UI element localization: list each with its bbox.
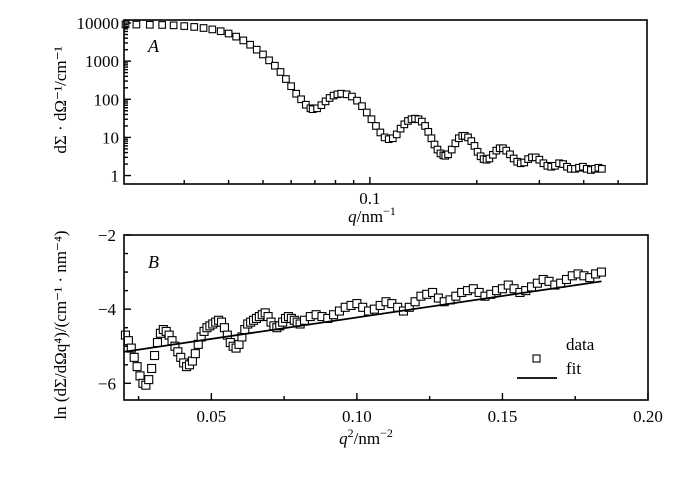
panel-b-data-point: [152, 337, 163, 348]
panel-b-xtick-label: 0.20: [633, 407, 663, 426]
panel-b-data-point: [428, 287, 438, 298]
panel-a-data-point: [424, 127, 433, 136]
panel-a-data-point: [358, 102, 366, 111]
panel-b-xlabel-sup: 2: [348, 426, 354, 440]
panel-a-data-point: [259, 50, 267, 59]
panel-a-label: A: [147, 36, 160, 56]
panel-a-data-point: [348, 92, 356, 101]
panel-a-xlabel: q/nm−1: [348, 204, 396, 226]
panel-a-data-point: [246, 40, 255, 49]
panel-b-data-point: [144, 375, 154, 385]
panel-a-data-point: [190, 23, 199, 31]
panel-b-data-point: [126, 343, 136, 353]
panel-a-data-point: [276, 68, 285, 76]
panel-b-ytick-label: −6: [98, 374, 116, 393]
panel-b-fit-line: [123, 280, 602, 353]
panel-a-data-point: [297, 95, 305, 104]
legend: data fit: [517, 335, 595, 379]
panel-a-xlabel-unit: /nm: [357, 207, 383, 226]
panel-a-ytick-label: 10000: [77, 14, 120, 33]
panel-a-ytick-label: 1: [111, 167, 120, 186]
panel-a-data-point: [598, 164, 606, 173]
panel-a-ytick-label: 10: [102, 128, 119, 147]
legend-data-label: data: [566, 335, 595, 354]
panel-b-frame: [123, 234, 649, 401]
panel-a-data-point: [169, 21, 178, 30]
panel-b-data-series: [120, 267, 606, 390]
panel-a-data-point: [427, 134, 436, 143]
panel-b-data-point: [150, 350, 160, 361]
panel-a-ticks: 0.1 1 10 100 1000 10000: [77, 14, 619, 208]
panel-a-data-point: [216, 27, 225, 36]
panel-a-data-point: [232, 32, 240, 41]
panel-b-data-point: [135, 371, 145, 381]
panel-b-xlabel-unit: /nm: [354, 429, 380, 448]
panel-a-ytick-label: 100: [94, 90, 120, 109]
panel-b-ytick-label: −4: [98, 300, 117, 319]
panel-a-ylabel: dΣ · dΩ⁻¹/cm⁻¹: [51, 46, 70, 153]
panel-b-data-point: [147, 363, 157, 374]
panel-a-ytick-label: 1000: [85, 52, 119, 71]
panel-a-xlabel-exp: −1: [383, 204, 396, 218]
panel-a-data-point: [199, 24, 208, 32]
panel-b-label: B: [148, 252, 159, 272]
panel-a-data-point: [180, 22, 189, 30]
panel-a-data-point: [224, 29, 233, 38]
panel-a-data-point: [287, 82, 295, 91]
panel-b-data-point: [123, 336, 133, 346]
panel-b-data-point: [132, 362, 142, 372]
panel-b-ticks: 0.05 0.10 0.15 0.20 −2 −4 −6: [98, 226, 663, 426]
panel-a-data-point: [158, 21, 167, 29]
panel-b-data-point: [596, 267, 606, 277]
panel-a-data-point: [388, 134, 397, 143]
panel-b-xtick-label: 0.05: [196, 407, 226, 426]
panel-a-data-point: [447, 145, 456, 154]
panel-a-data-point: [353, 96, 361, 105]
panel-b-data-point: [234, 339, 244, 349]
panel-b-data-point: [404, 302, 414, 312]
panel-a-data-point: [132, 20, 141, 29]
panel-b-xlabel-var: q: [339, 429, 348, 448]
panel-b-data-point: [410, 297, 420, 307]
panel-a-xlabel-var: q: [348, 207, 357, 226]
panel-b-ylabel: ln (dΣ/dΩq⁴)/(cm⁻¹ · nm⁻⁴): [51, 230, 70, 419]
panel-b-xlabel: q2/nm−2: [339, 426, 393, 448]
panel-b-data-point: [187, 356, 197, 366]
panel-b-data-point: [219, 323, 229, 333]
panel-a-data-point: [208, 25, 217, 34]
panel-b-data-point: [129, 352, 139, 362]
panel-a-data-point: [367, 115, 376, 124]
legend-data-marker: [532, 354, 541, 363]
panel-a-data-point: [145, 20, 154, 29]
panel-a-data-point: [362, 108, 371, 117]
panel-b-xtick-label: 0.10: [342, 407, 372, 426]
panel-a-data-point: [271, 61, 279, 70]
panel-b-ytick-label: −2: [98, 226, 116, 245]
panel-a-data-series: [121, 20, 606, 174]
panel-a-data-point: [252, 45, 261, 54]
panel-b-data-point: [222, 330, 232, 340]
panel-a-frame: [123, 19, 648, 185]
panel-b-data-point: [190, 349, 200, 359]
panel-a-xtick-label: 0.1: [359, 189, 380, 208]
panel-a-data-point: [239, 36, 248, 45]
panel-a-data-point: [372, 122, 380, 130]
panel-b-xlabel-exp: −2: [380, 426, 393, 440]
panel-a-data-point: [265, 56, 273, 65]
panel-b: 0.05 0.10 0.15 0.20−2−4−6 B q2/nm−2 ln (dΣ/…: [51, 226, 663, 448]
panel-a-data-point: [376, 128, 385, 137]
panel-b-xtick-label: 0.15: [488, 407, 518, 426]
panel-a-data-point: [282, 75, 290, 83]
panel-a: 0.1 1 10 100 1000 10000 A q/nm−1 dΣ · dΩ⁻¹/cm…: [51, 14, 648, 226]
legend-fit-label: fit: [566, 359, 581, 378]
panel-a-data-point: [292, 89, 301, 98]
